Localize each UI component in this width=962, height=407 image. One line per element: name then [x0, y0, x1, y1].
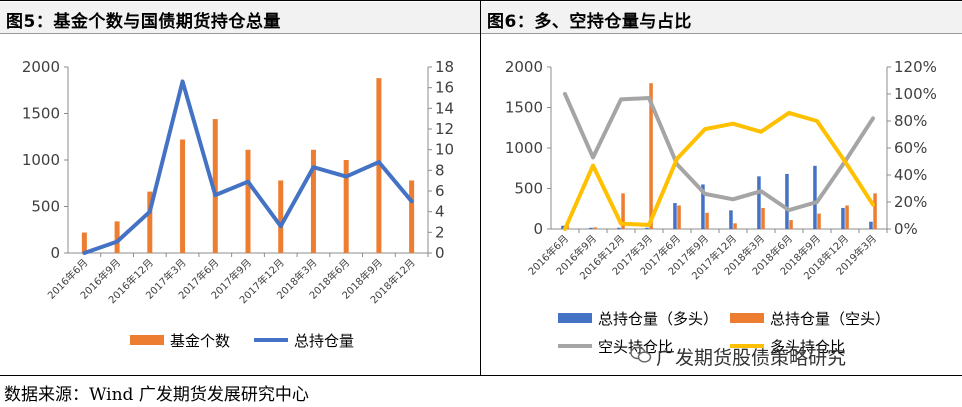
line-long-ratio [563, 110, 875, 231]
right-tick-label: 80% [894, 112, 927, 130]
bar-short [705, 212, 709, 229]
left-tick-label: 2000 [505, 58, 543, 76]
bar-short [789, 220, 793, 229]
right-tick-label: 16 [435, 79, 454, 97]
bar-long [561, 225, 565, 229]
bar-fund-count [147, 191, 153, 253]
left-tick-label: 1500 [505, 99, 543, 117]
legend-label: 总持仓量（空头） [770, 310, 890, 328]
bar-short [593, 227, 597, 229]
left-title-band: 图5：基金个数与国债期货持仓总量 [0, 2, 480, 34]
bar-long [729, 210, 733, 229]
bar-long [617, 227, 621, 229]
bar-fund-count [212, 119, 218, 253]
bar-fund-count [409, 180, 415, 253]
right-tick-label: 20% [894, 193, 927, 211]
bar-fund-count [343, 160, 349, 253]
right-tick-label: 6 [435, 182, 445, 200]
bar-long [701, 184, 705, 229]
right-title-band: 图6：多、空持仓量与占比 [481, 2, 962, 34]
bar-fund-count [310, 149, 316, 253]
bar-fund-count [114, 221, 120, 253]
legend-label: 空头持仓比 [598, 338, 673, 356]
bar-short [677, 205, 681, 229]
bar-short [817, 213, 821, 229]
charts-canvas: 05001000150020000246810121416182016年6月20… [22, 58, 937, 356]
left-tick-label: 500 [31, 198, 60, 216]
bar-long [757, 176, 761, 229]
right-tick-label: 0 [435, 244, 445, 262]
right-tick-label: 4 [435, 203, 445, 221]
left-tick-label: 1000 [22, 151, 60, 169]
bar-fund-count [180, 139, 186, 253]
right-tick-label: 10 [435, 141, 454, 159]
right-tick-label: 40% [894, 166, 927, 184]
panel-divider [480, 0, 481, 376]
bar-long [841, 207, 845, 229]
left-tick-label: 0 [533, 220, 543, 238]
bar-long [813, 165, 817, 229]
bar-short [621, 193, 625, 229]
legend-label: 基金个数 [170, 332, 230, 350]
bar-fund-count [81, 232, 87, 253]
bar-fund-count [278, 180, 284, 253]
left-tick-label: 0 [50, 244, 60, 262]
bar-long [869, 221, 873, 229]
left-tick-label: 2000 [22, 58, 60, 76]
right-tick-label: 2 [435, 223, 445, 241]
bar-long [785, 173, 789, 229]
bar-fund-count [245, 149, 251, 253]
watermark-text: 广发期货股债策略研究 [656, 347, 847, 369]
bar-short [733, 223, 737, 229]
legend-label: 多头持仓比 [770, 338, 845, 356]
bar-short [845, 205, 849, 229]
source-note: 数据来源：Wind 广发期货发展研究中心 [4, 385, 309, 405]
legend-label: 总持仓量（多头） [598, 310, 718, 328]
bar-short [761, 207, 765, 229]
bar-short [649, 83, 653, 229]
bar-long [673, 203, 677, 229]
right-tick-label: 100% [894, 85, 937, 103]
line-total-position [82, 79, 414, 255]
wechat-icon [630, 346, 652, 363]
left-tick-label: 500 [514, 180, 543, 198]
right-tick-label: 0% [894, 220, 918, 238]
legend-swatch [730, 313, 764, 323]
left-chart-title: 图5：基金个数与国债期货持仓总量 [6, 12, 281, 32]
right-tick-label: 8 [435, 161, 445, 179]
right-chart-title: 图6：多、空持仓量与占比 [487, 12, 692, 32]
right-tick-label: 18 [435, 58, 454, 76]
line-short-ratio [563, 92, 875, 213]
left-tick-label: 1500 [22, 105, 60, 123]
right-tick-label: 12 [435, 120, 454, 138]
figure-frame [0, 0, 962, 376]
legend-swatch [558, 313, 592, 323]
bar-long [589, 227, 593, 229]
right-tick-label: 60% [894, 139, 927, 157]
bar-short [873, 193, 877, 229]
legend-label: 总持仓量 [294, 332, 354, 350]
right-tick-label: 120% [894, 58, 937, 76]
bar-fund-count [376, 78, 382, 253]
legend-swatch [130, 335, 164, 345]
left-tick-label: 1000 [505, 139, 543, 157]
bar-long [645, 227, 649, 229]
right-tick-label: 14 [435, 99, 454, 117]
